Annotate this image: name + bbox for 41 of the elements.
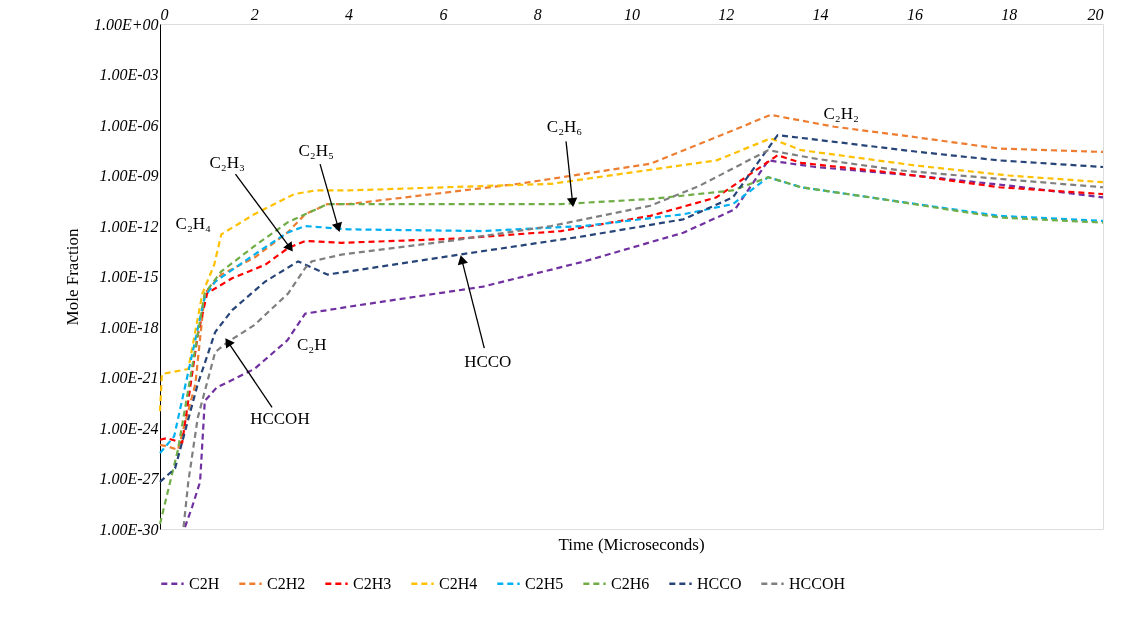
x-tick-label: 20 xyxy=(1087,5,1104,23)
annotation: C₂H₃ xyxy=(209,152,245,172)
legend-label: HCCOH xyxy=(789,574,846,592)
x-tick-label: 8 xyxy=(533,5,542,23)
annotation: C₂H₅ xyxy=(298,140,335,160)
y-tick-label: 1.00E-21 xyxy=(99,369,159,386)
x-tick-label: 10 xyxy=(624,5,640,23)
x-axis-title: Time (Microseconds) xyxy=(558,535,705,554)
y-tick-label: 1.00E-15 xyxy=(99,268,159,285)
y-tick-label: 1.00E-27 xyxy=(99,470,160,487)
annotation: C₂H₆ xyxy=(546,117,583,137)
x-tick-label: 14 xyxy=(812,5,829,23)
legend-label: HCCO xyxy=(697,574,742,592)
y-tick-label: 1.00E+00 xyxy=(93,15,159,33)
legend-label: C2H4 xyxy=(439,574,478,592)
y-tick-label: 1.00E-18 xyxy=(99,318,159,336)
legend-label: C2H3 xyxy=(353,574,392,592)
annotation: HCCO xyxy=(464,351,512,371)
x-tick-label: 12 xyxy=(718,5,735,23)
x-tick-label: 2 xyxy=(250,5,259,23)
annotation: HCCOH xyxy=(250,408,310,428)
x-tick-label: 16 xyxy=(906,5,923,23)
annotation: C₂H xyxy=(296,334,327,354)
x-tick-label: 18 xyxy=(1001,5,1018,23)
legend-label: C2H2 xyxy=(267,574,306,592)
x-tick-label: 6 xyxy=(439,5,448,23)
y-tick-label: 1.00E-24 xyxy=(99,419,159,437)
y-tick-label: 1.00E-30 xyxy=(99,520,159,538)
y-axis-title: Mole Fraction xyxy=(62,228,82,326)
y-tick-label: 1.00E-12 xyxy=(99,217,159,235)
x-tick-label: 4 xyxy=(345,5,354,23)
y-tick-label: 1.00E-06 xyxy=(99,116,159,134)
y-tick-label: 1.00E-09 xyxy=(99,167,159,184)
y-tick-label: 1.00E-03 xyxy=(99,66,159,83)
line-series xyxy=(158,137,1105,413)
annotation: C₂H₂ xyxy=(823,104,859,124)
legend-label: C2H6 xyxy=(611,574,650,592)
annotation: C₂H₄ xyxy=(175,214,212,234)
x-tick-label: 0 xyxy=(160,5,169,23)
legend-label: C2H5 xyxy=(525,574,564,592)
legend-label: C2H xyxy=(189,574,220,592)
